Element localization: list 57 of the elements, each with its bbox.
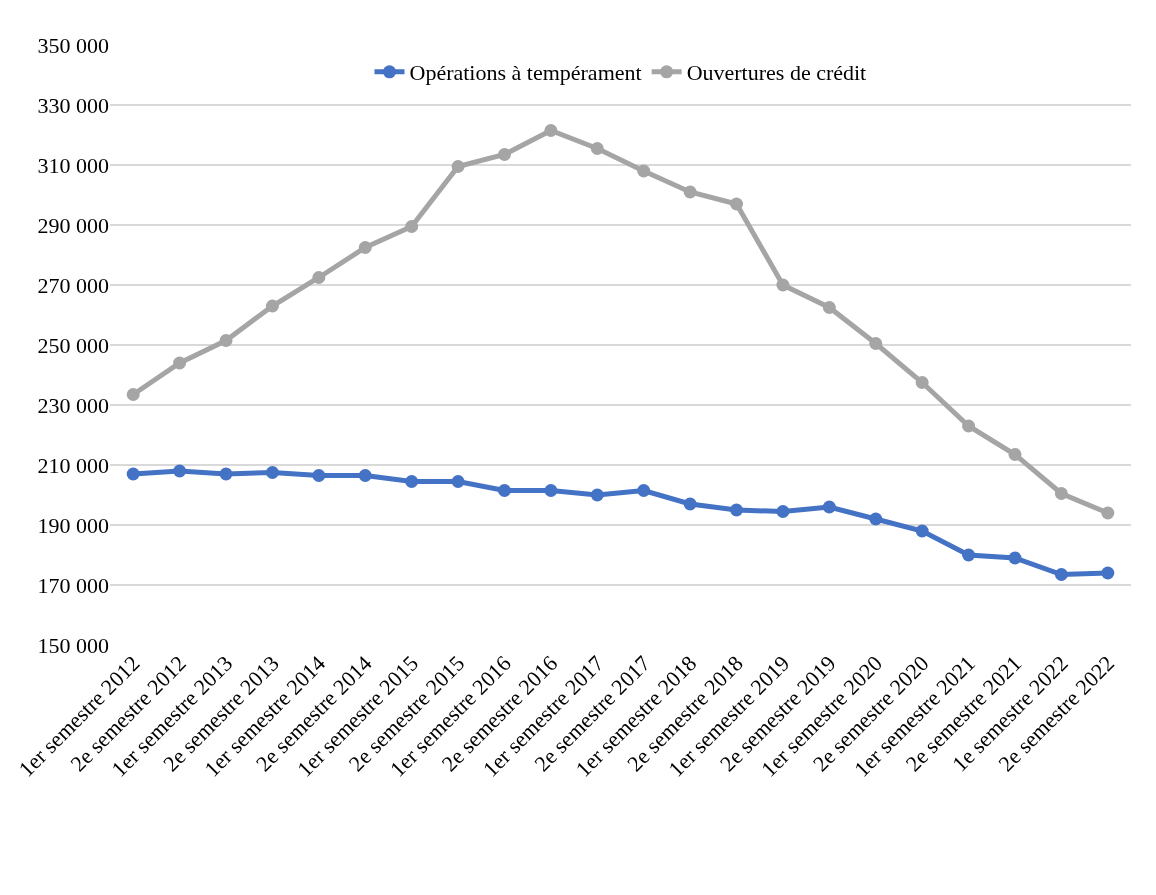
point [451, 160, 465, 173]
point [1054, 568, 1068, 581]
point [776, 278, 790, 292]
point [265, 299, 279, 313]
point [683, 497, 697, 511]
point [544, 484, 558, 497]
point [869, 512, 883, 526]
y-tick-label: 150 000 [37, 632, 109, 658]
point [173, 356, 187, 370]
point [637, 484, 651, 497]
point [358, 241, 372, 254]
point [405, 220, 419, 233]
y-tick-label: 170 000 [37, 572, 109, 598]
point [962, 419, 976, 433]
point [219, 467, 233, 481]
point [544, 124, 558, 137]
y-tick-label: 250 000 [37, 332, 109, 358]
point [126, 388, 140, 401]
point [822, 301, 836, 314]
point [915, 524, 929, 538]
y-tick-label: 330 000 [37, 92, 109, 118]
point [637, 164, 651, 178]
point [219, 334, 233, 347]
point [590, 488, 604, 502]
point [822, 500, 836, 514]
point [451, 475, 465, 488]
point [869, 337, 883, 350]
point [1054, 487, 1068, 500]
point [1008, 551, 1022, 565]
point [590, 142, 604, 155]
y-tick-label: 350 000 [37, 32, 109, 58]
legend-label: Ouvertures de crédit [686, 60, 867, 86]
y-tick-label: 310 000 [37, 152, 109, 178]
y-tick-label: 210 000 [37, 452, 109, 478]
point [358, 469, 372, 482]
y-tick-label: 290 000 [37, 212, 109, 238]
point [312, 469, 326, 482]
point [1008, 448, 1022, 461]
point [915, 376, 929, 389]
point [730, 503, 744, 517]
legend-label: Opérations à tempérament [409, 60, 642, 86]
point [265, 466, 279, 479]
point [683, 185, 697, 199]
y-tick-label: 230 000 [37, 392, 109, 418]
point [1101, 566, 1115, 580]
point [776, 505, 790, 518]
point [405, 475, 419, 488]
point [730, 197, 744, 211]
point [497, 148, 511, 161]
point [126, 467, 140, 481]
point [962, 548, 976, 562]
point [312, 271, 326, 284]
point [173, 464, 187, 478]
y-tick-label: 190 000 [37, 512, 109, 538]
y-tick-label: 270 000 [37, 272, 109, 298]
point [497, 484, 511, 497]
point [1101, 506, 1115, 520]
